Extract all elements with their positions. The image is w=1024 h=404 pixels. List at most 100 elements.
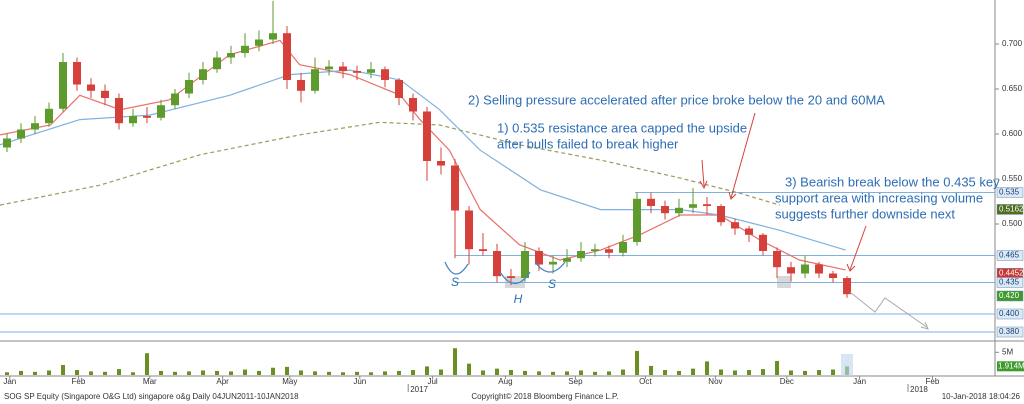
volume-bar bbox=[537, 371, 542, 375]
volume-bar bbox=[425, 366, 430, 375]
y-tick-label: 0.600 bbox=[1002, 129, 1023, 138]
volume-bar bbox=[803, 370, 808, 375]
volume-bar bbox=[299, 370, 304, 375]
pattern-label: H bbox=[514, 292, 523, 306]
volume-bar bbox=[19, 370, 24, 375]
candle-body bbox=[59, 62, 68, 109]
annotation: 2) Selling pressure accelerated after pr… bbox=[468, 92, 885, 107]
price-tag bbox=[996, 308, 1024, 320]
volume-bar bbox=[817, 370, 822, 375]
arrow-head bbox=[728, 191, 737, 200]
volume-bar bbox=[691, 368, 696, 375]
volume-bar bbox=[439, 369, 444, 375]
x-tick-label: Aug bbox=[498, 377, 512, 386]
volume-highlight bbox=[841, 354, 853, 376]
arrow bbox=[730, 112, 756, 199]
volume-bar bbox=[761, 369, 766, 375]
candle-body bbox=[759, 234, 768, 251]
volume-bar bbox=[229, 371, 234, 375]
candle-body bbox=[437, 161, 446, 166]
price-tag bbox=[996, 326, 1024, 338]
pattern-arc bbox=[444, 261, 469, 275]
candle-body bbox=[647, 198, 656, 206]
candle-body bbox=[745, 228, 754, 235]
candle-body bbox=[801, 264, 810, 274]
volume-bar bbox=[257, 370, 262, 375]
marks bbox=[0, 0, 995, 375]
volume-bar bbox=[719, 369, 724, 375]
pattern-arc bbox=[534, 261, 566, 273]
volume-bar bbox=[663, 370, 668, 375]
price-tag-label: 0.4452 bbox=[999, 268, 1024, 277]
price-tag-label: 0.380 bbox=[999, 327, 1020, 336]
volume-bar bbox=[341, 372, 346, 375]
volume-bar bbox=[33, 371, 38, 375]
volume-bar bbox=[649, 365, 654, 375]
volume-bar bbox=[747, 370, 752, 375]
volume-bar bbox=[411, 370, 416, 375]
candle-body bbox=[227, 53, 236, 58]
volume-bar bbox=[47, 370, 52, 375]
x-tick-label: Jan bbox=[3, 377, 16, 386]
y-tick-label: 0.700 bbox=[1002, 39, 1023, 48]
candle-body bbox=[787, 267, 796, 274]
arrow-head bbox=[699, 180, 708, 190]
volume-bar bbox=[285, 366, 290, 375]
annotation: suggests further downside next bbox=[775, 206, 955, 221]
year-label: 2018 bbox=[910, 385, 928, 394]
candle-body bbox=[73, 62, 82, 85]
price-tag-label: 0.465 bbox=[999, 251, 1020, 260]
candle-body bbox=[661, 205, 670, 214]
candle-body bbox=[381, 69, 390, 81]
volume-bar bbox=[607, 371, 612, 375]
volume-bar bbox=[61, 365, 66, 375]
year-label: 2017 bbox=[410, 385, 428, 394]
candle-body bbox=[493, 250, 502, 277]
candle-body bbox=[409, 98, 418, 112]
volume-bar bbox=[159, 370, 164, 375]
volume-bar bbox=[733, 370, 738, 375]
volume-bar bbox=[173, 371, 178, 375]
x-tick-label: Feb bbox=[926, 377, 940, 386]
volume-bar bbox=[481, 370, 486, 375]
volume-bar bbox=[313, 371, 318, 375]
candle-body bbox=[255, 39, 264, 46]
volume-bar bbox=[789, 370, 794, 375]
volume-bar bbox=[551, 371, 556, 375]
candle-body bbox=[311, 69, 320, 91]
price-tag bbox=[996, 277, 1024, 288]
volume-tag-label: 1.914M bbox=[998, 361, 1024, 370]
volume-bar bbox=[327, 371, 332, 375]
candle-body bbox=[773, 250, 782, 268]
volume-bar bbox=[705, 361, 710, 375]
volume-bar bbox=[187, 371, 192, 375]
x-tick-label: Nov bbox=[708, 377, 722, 386]
volume-bar bbox=[117, 369, 122, 375]
volume-bar bbox=[355, 371, 360, 375]
volume-bar bbox=[89, 371, 94, 375]
candle-body bbox=[129, 116, 138, 124]
pattern-arc bbox=[499, 271, 531, 285]
annotation: support area with increasing volume bbox=[775, 190, 983, 205]
candle-body bbox=[283, 33, 292, 81]
volume-bar bbox=[775, 360, 780, 375]
volume-tag bbox=[997, 361, 1024, 372]
volume-bar bbox=[453, 348, 458, 375]
candle-body bbox=[213, 57, 222, 70]
volume-bar bbox=[369, 372, 374, 375]
footer-center: Copyright© 2018 Bloomberg Finance L.P. bbox=[471, 392, 618, 401]
candle-body bbox=[185, 80, 194, 94]
volume-bar bbox=[495, 368, 500, 375]
pattern-label: S bbox=[548, 277, 556, 291]
volume-bar bbox=[243, 369, 248, 375]
candle-body bbox=[143, 116, 152, 118]
volume-tick-label: 5M bbox=[1002, 347, 1013, 356]
candle-body bbox=[87, 84, 96, 91]
price-tag-label: 0.5162 bbox=[999, 205, 1024, 214]
volume-bar bbox=[5, 372, 10, 375]
candle-body bbox=[3, 138, 12, 148]
arrow bbox=[849, 225, 867, 271]
candle-body bbox=[563, 258, 572, 262]
volume-bar bbox=[383, 371, 388, 375]
volume-bar bbox=[635, 350, 640, 375]
